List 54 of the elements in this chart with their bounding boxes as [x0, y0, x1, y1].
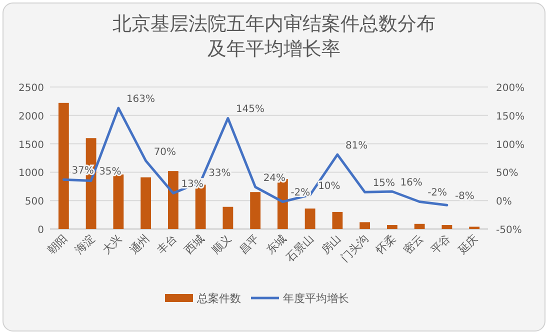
x-tick-label: 通州: [127, 232, 152, 257]
bar: [250, 192, 261, 229]
x-tick-label: 怀柔: [372, 232, 398, 258]
data-label: -2%: [290, 188, 310, 199]
data-label: 16%: [400, 178, 422, 189]
bar: [442, 225, 452, 229]
y-tick-label: 2000: [18, 111, 44, 122]
y2-tick-label: 150%: [496, 111, 525, 122]
bar: [58, 102, 69, 229]
data-label: 24%: [263, 172, 286, 184]
bar: [332, 212, 343, 229]
bar: [414, 224, 425, 229]
x-tick-label: 密云: [400, 232, 426, 257]
bar: [168, 171, 178, 229]
y2-tick-label: 100%: [496, 140, 525, 151]
x-tick-label: 顺义: [209, 232, 234, 257]
x-tick-label: 西城: [182, 232, 207, 257]
bar: [304, 208, 316, 229]
data-label: -2%: [428, 188, 448, 199]
x-tick-label: 大兴: [100, 232, 125, 257]
y-tick-label: 500: [24, 196, 44, 208]
y2-tick-label: 50%: [496, 168, 518, 180]
x-tick-label: 丰台: [154, 232, 180, 257]
line-series: [62, 106, 448, 206]
data-label: 15%: [372, 178, 396, 190]
data-label: -8%: [454, 191, 474, 202]
data-label: 145%: [236, 104, 265, 116]
data-label: 35%: [99, 166, 122, 178]
legend-label: 年度平均增长: [283, 292, 349, 305]
bar: [113, 174, 124, 229]
y-tick-label: 0: [38, 225, 44, 236]
y-tick-label: 1500: [18, 140, 44, 151]
x-tick-label: 平谷: [428, 232, 454, 257]
data-label: 33%: [208, 168, 231, 179]
data-label: 10%: [318, 180, 340, 192]
x-tick-label: 延庆: [454, 232, 480, 258]
y-tick-label: 1000: [18, 168, 44, 180]
data-label: 163%: [126, 94, 156, 106]
bar: [222, 206, 234, 229]
y-tick-label: 2500: [18, 83, 44, 94]
y2-tick-label: -50%: [496, 225, 522, 236]
data-label: 13%: [181, 179, 204, 190]
x-tick-label: 朝阳: [45, 232, 70, 257]
x-tick-label: 海淀: [72, 232, 98, 257]
x-tick-label: 昌平: [236, 232, 262, 257]
bar: [386, 225, 398, 229]
chart-title: 北京基层法院五年内审结案件总数分布及年平均增长率: [112, 13, 436, 60]
legend-label: 总案件数: [196, 292, 241, 305]
data-label: 70%: [154, 146, 176, 158]
bar: [140, 177, 152, 229]
y2-tick-label: 200%: [496, 83, 525, 94]
data-label: 81%: [345, 140, 368, 152]
y2-tick-label: 0%: [496, 196, 512, 208]
bar: [360, 222, 370, 229]
